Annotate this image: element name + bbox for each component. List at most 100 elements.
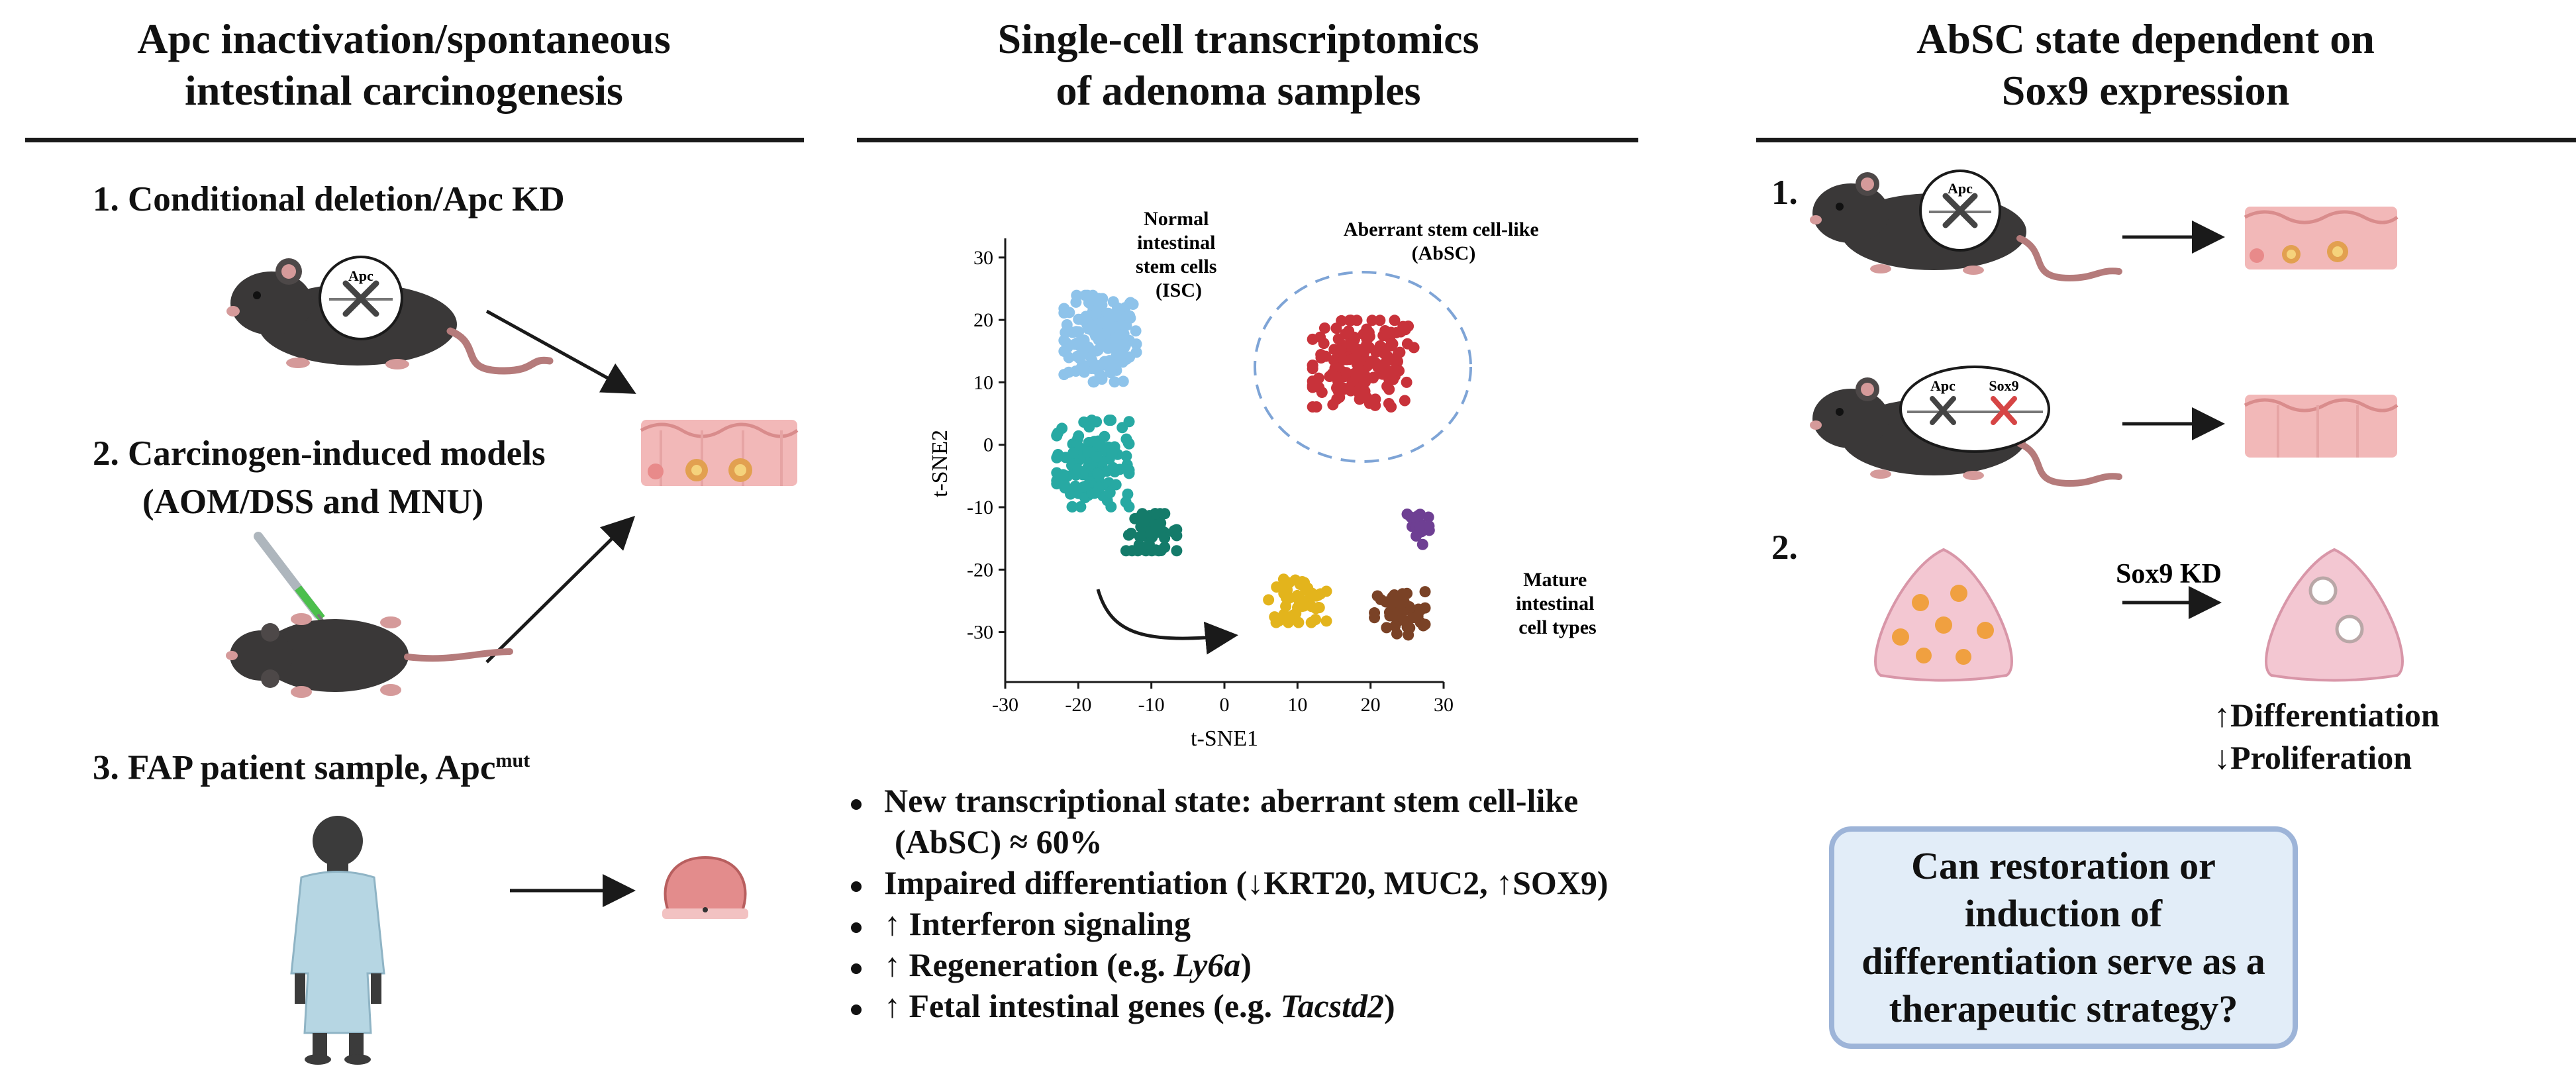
scatter-point-isc-transit [1122, 437, 1134, 449]
scatter-point-absc [1361, 333, 1373, 345]
scatter-point-mature-yellow [1296, 599, 1308, 611]
mature-label-2: intestinal [1516, 593, 1594, 614]
scatter-point-isc [1109, 376, 1120, 388]
scatter-point-isc-progenitor [1171, 524, 1183, 536]
bullet-item: ↑ Regeneration (e.g. Ly6a) [851, 944, 1609, 985]
scatter-point-isc-progenitor [1129, 513, 1141, 524]
absc-dashed-boundary [1254, 271, 1472, 463]
scatter-point-absc [1408, 342, 1420, 354]
scatter-point-isc-progenitor [1145, 526, 1157, 538]
scatter-point-isc [1063, 366, 1075, 378]
mouse-apc-sox9-deletion-icon: Apc Sox9 [1810, 366, 2122, 487]
middle-panel-title: Single-cell transcriptomics of adenoma s… [854, 13, 1622, 117]
scatter-point-isc-transit [1114, 464, 1126, 475]
mature-label-3: cell types [1518, 616, 1596, 638]
tsne-scatter-plot: -30 -20 -10 0 10 20 30 30 20 10 0 -10 -20 -30 t-SNE1 t-… [928, 208, 1599, 751]
scatter-point-mature-purple [1423, 520, 1435, 532]
scatter-point-isc-progenitor [1122, 529, 1134, 541]
scatter-point-absc [1307, 375, 1318, 387]
bullet-gene-name: Ly6a [1173, 946, 1241, 983]
scatter-point-isc [1073, 340, 1085, 352]
scatter-point-mature-yellow [1293, 616, 1305, 628]
y-axis-label: t-SNE2 [928, 430, 952, 497]
scatter-point-mature-brown [1389, 620, 1401, 632]
scatter-point-absc [1354, 387, 1365, 399]
scatter-point-isc [1071, 350, 1083, 362]
scatter-point-isc [1096, 373, 1108, 385]
scatter-point-absc [1389, 315, 1401, 326]
scatter-point-isc [1063, 352, 1075, 364]
bullet-dot [851, 1004, 862, 1015]
colon-tumor-icon [640, 420, 799, 486]
bullet-item: ↑ Fetal intestinal genes (e.g. Tacstd2) [851, 985, 1609, 1026]
scatter-point-isc-transit [1123, 464, 1135, 476]
bullet-dot [851, 881, 862, 892]
bullet-text: ↑ Fetal intestinal genes (e.g. [884, 987, 1281, 1024]
scatter-point-absc [1383, 383, 1395, 395]
scatter-point-isc [1117, 375, 1129, 387]
scatter-point-absc [1338, 383, 1350, 395]
mouse-apc-deletion-icon: Apc [1810, 170, 2122, 282]
scatter-point-absc [1350, 370, 1362, 382]
bullet-dot [851, 922, 862, 933]
x-axis-label: t-SNE1 [1191, 726, 1258, 751]
arrow-to-colon-1 [485, 309, 636, 394]
right-divider [1756, 138, 2576, 142]
scatter-point-absc [1385, 340, 1397, 352]
middle-title-line2: of adenoma samples [1056, 67, 1421, 114]
scatter-point-isc [1090, 308, 1102, 320]
scatter-point-isc [1118, 328, 1130, 340]
scatter-point-isc-progenitor [1134, 531, 1146, 543]
x-tick-label: -20 [1065, 694, 1091, 716]
scatter-point-isc [1099, 328, 1111, 340]
question-box: Can restoration or induction of differen… [1829, 826, 2298, 1049]
y-tick-label: 0 [983, 434, 993, 456]
left-step3-text: 3. FAP patient sample, Apc [93, 748, 496, 787]
middle-title-line1: Single-cell transcriptomics [997, 15, 1479, 62]
effects-list: ↑Differentiation ↓Proliferation [2214, 694, 2440, 779]
bullet-text: New transcriptional state: aberrant stem… [884, 782, 1579, 819]
scatter-point-absc [1378, 358, 1390, 370]
scatter-point-mature-brown [1375, 593, 1387, 605]
mouse-carcinogen-icon [226, 613, 513, 698]
svg-text:Aberrant stem cell-like (A: Aberrant stem cell-like (AbSC) [1344, 219, 1544, 264]
bullet-text-end: ) [1240, 946, 1252, 983]
scatter-point-isc-transit [1066, 501, 1078, 513]
scatter-point-absc [1374, 315, 1386, 326]
bullet-text: (AbSC) ≈ 60% [895, 823, 1103, 860]
bullet-text: ↑ Interferon signaling [884, 905, 1191, 942]
normal-colon-icon [2244, 395, 2399, 458]
scatter-point-absc [1369, 399, 1381, 411]
x-tick-label: 20 [1361, 694, 1381, 716]
scatter-point-absc [1336, 315, 1348, 326]
bullet-dot [851, 799, 862, 810]
scatter-point-mature-yellow [1280, 601, 1292, 612]
scatter-point-isc [1079, 289, 1091, 301]
scatter-point-absc [1326, 368, 1338, 380]
scatter-point-isc-transit [1089, 487, 1101, 499]
scatter-point-absc [1340, 328, 1352, 340]
scatter-point-isc-transit [1104, 487, 1116, 499]
scatter-point-mature-brown [1369, 612, 1381, 624]
scatter-point-isc [1083, 323, 1095, 335]
isc-label-3: stem cells [1136, 256, 1216, 277]
scatter-point-absc [1401, 376, 1412, 388]
y-tick-label: -10 [967, 497, 993, 518]
scatter-point-mature-yellow [1289, 574, 1301, 586]
svg-text:Mature intestinal cell: Mature intestinal cell types [1516, 569, 1599, 638]
scatter-point-isc-transit [1052, 427, 1064, 439]
scatter-point-mature-brown [1401, 587, 1413, 599]
scatter-point-isc-progenitor [1171, 545, 1183, 557]
sox9-kd-label: Sox9 KD [2116, 559, 2222, 589]
x-tick-label: 0 [1220, 694, 1230, 716]
right-mouse2-gene-sox9: Sox9 [1989, 377, 2018, 394]
scatter-point-absc [1385, 401, 1397, 413]
scatter-point-isc [1130, 338, 1142, 350]
left-step3-sup: mut [495, 750, 530, 771]
bullet-text-end: ) [1384, 987, 1395, 1024]
right-mouse1-gene: Apc [1948, 180, 1973, 197]
left-step2-line2: (AOM/DSS and MNU) [142, 483, 484, 521]
right-mouse2-gene-apc: Apc [1930, 377, 1956, 394]
scatter-point-isc [1071, 289, 1083, 301]
bullet-dot [851, 963, 862, 974]
